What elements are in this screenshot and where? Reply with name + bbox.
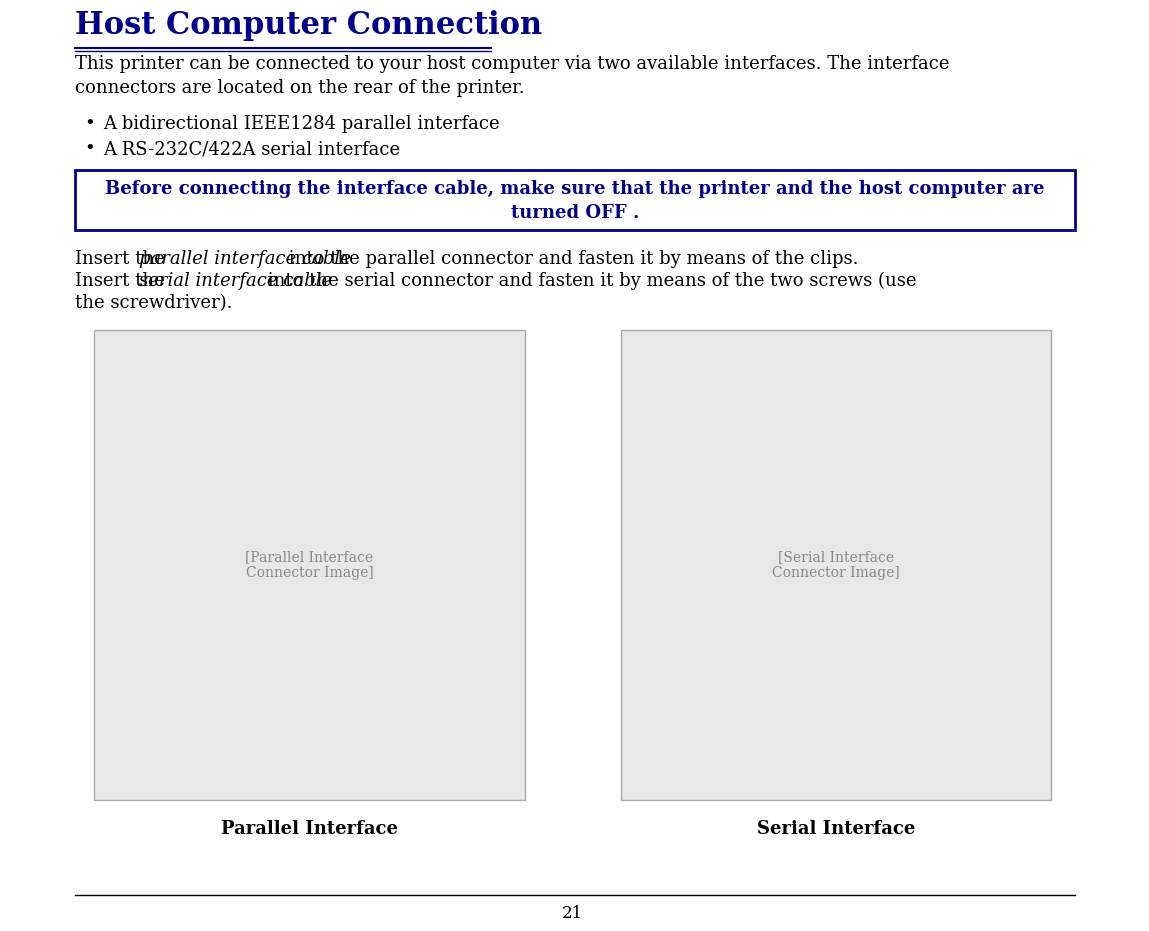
Text: Serial Interface: Serial Interface [757, 820, 915, 838]
Text: parallel interface cable: parallel interface cable [139, 250, 350, 268]
Text: turned OFF .: turned OFF . [511, 204, 639, 222]
Text: Insert the: Insert the [75, 272, 170, 290]
Text: serial interface cable: serial interface cable [139, 272, 332, 290]
Text: Host Computer Connection: Host Computer Connection [75, 10, 542, 41]
Text: This printer can be connected to your host computer via two available interfaces: This printer can be connected to your ho… [75, 55, 949, 97]
Text: A bidirectional IEEE1284 parallel interface: A bidirectional IEEE1284 parallel interf… [103, 115, 500, 133]
Text: •: • [84, 115, 95, 133]
Text: •: • [84, 140, 95, 158]
Text: into the parallel connector and fasten it by means of the clips.: into the parallel connector and fasten i… [283, 250, 858, 268]
Text: [Parallel Interface
Connector Image]: [Parallel Interface Connector Image] [246, 550, 373, 580]
FancyBboxPatch shape [94, 330, 525, 800]
Text: the screwdriver).: the screwdriver). [75, 294, 232, 312]
Text: Before connecting the interface cable, make sure that the printer and the host c: Before connecting the interface cable, m… [106, 180, 1044, 198]
FancyBboxPatch shape [620, 330, 1051, 800]
Text: [Serial Interface
Connector Image]: [Serial Interface Connector Image] [772, 550, 900, 580]
Text: A RS-232C/422A serial interface: A RS-232C/422A serial interface [103, 140, 401, 158]
FancyBboxPatch shape [75, 170, 1075, 230]
Text: into the serial connector and fasten it by means of the two screws (use: into the serial connector and fasten it … [262, 272, 916, 290]
Text: Parallel Interface: Parallel Interface [221, 820, 398, 838]
Text: 21: 21 [562, 905, 583, 922]
Text: Insert the: Insert the [75, 250, 170, 268]
